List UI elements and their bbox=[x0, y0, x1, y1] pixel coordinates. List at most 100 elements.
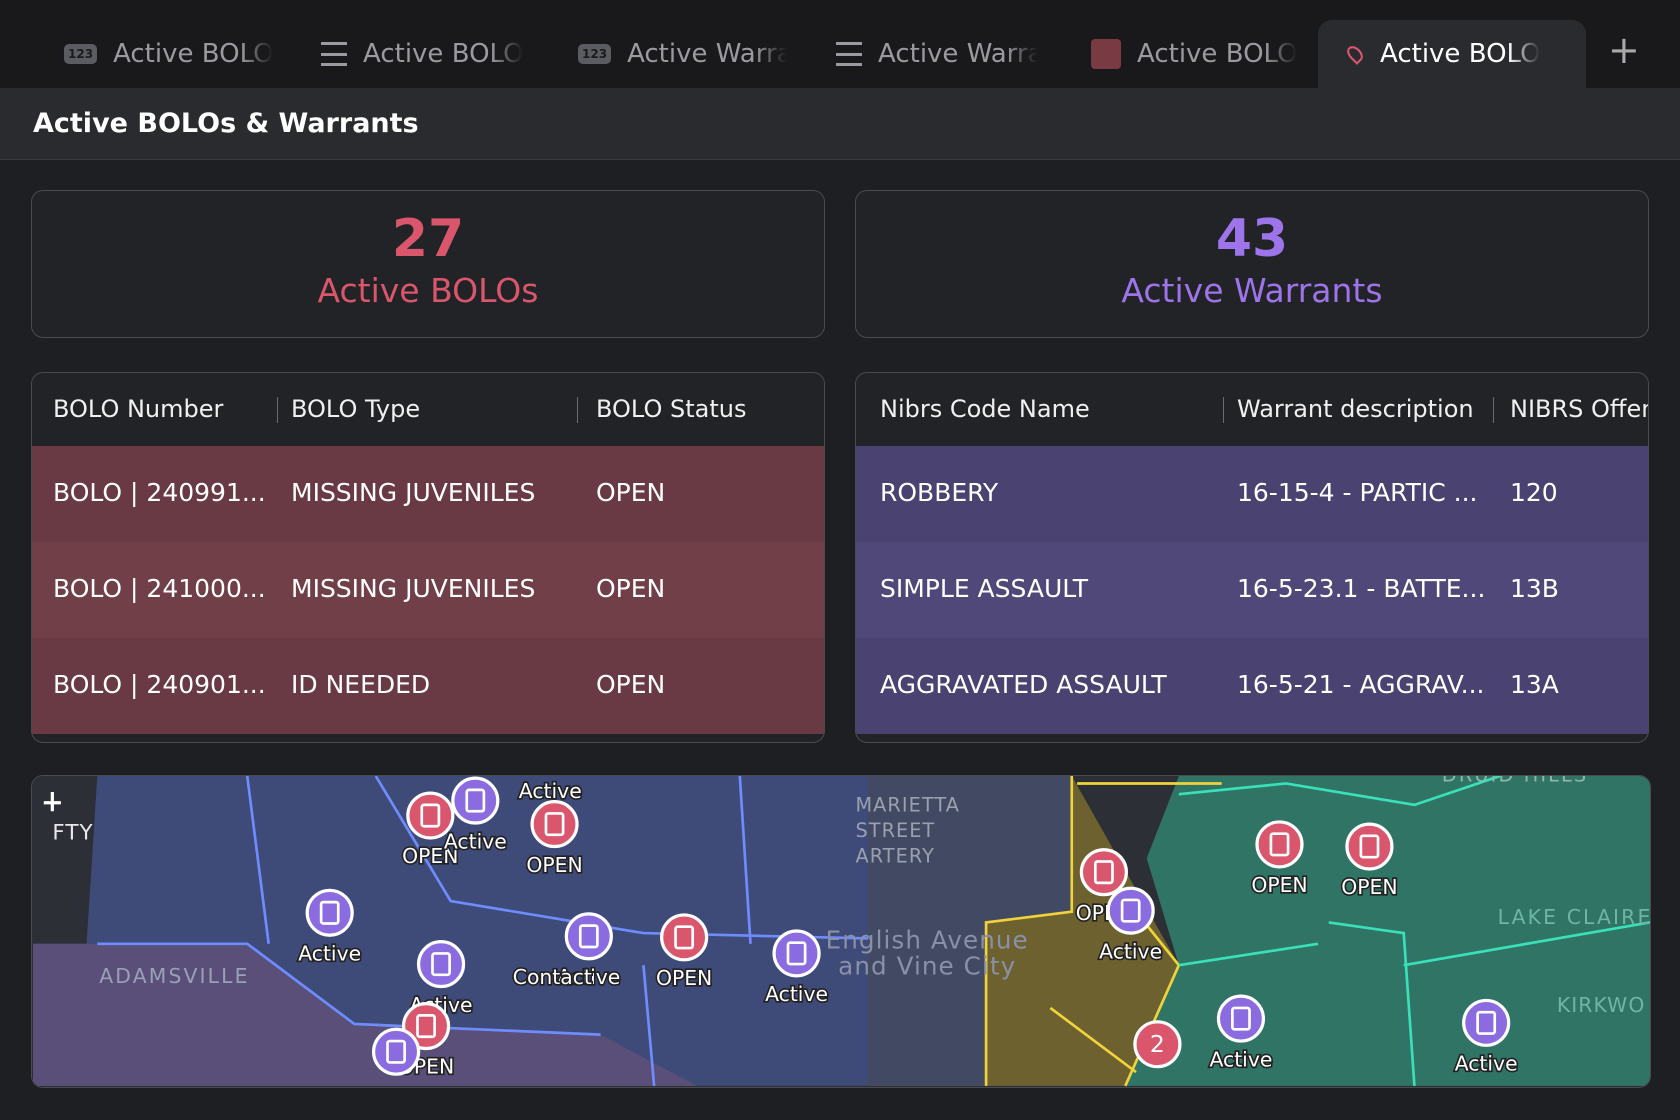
marker-icon bbox=[420, 803, 441, 828]
add-tab-button[interactable]: + bbox=[1608, 28, 1640, 72]
tab-icon bbox=[1091, 39, 1121, 69]
marker-label: Active bbox=[1209, 1047, 1272, 1071]
table-cell: OPEN bbox=[596, 574, 666, 603]
table-cell: 120 bbox=[1510, 478, 1558, 507]
table-row[interactable]: SIMPLE ASSAULT 16-5-23.1 - BATTE... 13B bbox=[856, 542, 1648, 638]
table-row[interactable]: ROBBERY 16-15-4 - PARTIC ... 120 bbox=[856, 446, 1648, 542]
tab-icon bbox=[321, 42, 347, 66]
tab-label: Active Warra bbox=[878, 39, 1038, 69]
column-separator bbox=[1493, 397, 1494, 423]
marker-icon bbox=[1231, 1006, 1251, 1031]
tab-icon bbox=[836, 42, 862, 66]
area-label: and Vine City bbox=[838, 951, 1016, 980]
table-row[interactable]: BOLO | 240901... ID NEEDED OPEN bbox=[32, 638, 824, 734]
column-header: NIBRS Offen bbox=[1510, 395, 1649, 423]
tab-icon: 123 bbox=[578, 44, 612, 64]
tab-label: Active Warra bbox=[627, 39, 788, 69]
header-bar: Active BOLOs & Warrants bbox=[0, 88, 1680, 160]
column-header: BOLO Status bbox=[596, 395, 747, 423]
tab[interactable]: 123 Active BOLO bbox=[64, 20, 273, 88]
marker-icon bbox=[431, 952, 451, 977]
marker-label: OPEN bbox=[656, 966, 712, 990]
marker-label: OPEN bbox=[526, 853, 582, 877]
table-cell: ROBBERY bbox=[880, 478, 999, 507]
table-row[interactable]: BOLO | 240991... MISSING JUVENILES OPEN bbox=[32, 446, 824, 542]
table-row[interactable]: BOLO | 241000... MISSING JUVENILES OPEN bbox=[32, 542, 824, 638]
table-cell: 13B bbox=[1510, 574, 1559, 603]
tab[interactable]: Active BOLO bbox=[1091, 20, 1297, 88]
table-cell: ID NEEDED bbox=[291, 670, 431, 699]
marker-icon bbox=[1120, 898, 1141, 923]
map-canvas: FTY ADAMSVILLE MARIETTA STREET ARTERY English… bbox=[32, 776, 1650, 1087]
area-label: LAKE CLAIRE bbox=[1498, 905, 1650, 929]
marker-label: Active bbox=[444, 829, 507, 853]
column-header: Warrant description bbox=[1237, 395, 1474, 423]
map-marker bbox=[564, 912, 613, 961]
area-label: STREET bbox=[855, 819, 935, 842]
table-cell: 16-5-21 - AGGRAV... bbox=[1237, 670, 1485, 699]
marker-icon bbox=[1269, 832, 1290, 857]
marker-icon bbox=[465, 788, 486, 813]
stat-label: Active Warrants bbox=[1121, 271, 1383, 310]
marker-label: Active bbox=[298, 941, 361, 965]
marker-label: Active bbox=[519, 779, 582, 803]
tab[interactable]: Active BOLO bbox=[321, 20, 523, 88]
map-marker bbox=[660, 913, 709, 962]
column-header: BOLO Type bbox=[291, 395, 421, 423]
column-header: BOLO Number bbox=[53, 395, 224, 423]
region-english-ave bbox=[868, 776, 1072, 1086]
map-marker bbox=[416, 940, 466, 989]
marker-label: OPEN bbox=[1341, 875, 1397, 899]
table-cell: OPEN bbox=[596, 670, 666, 699]
map: FTY ADAMSVILLE MARIETTA STREET ARTERY English… bbox=[31, 775, 1651, 1088]
table-row[interactable]: AGGRAVATED ASSAULT 16-5-21 - AGGRAV... 13A bbox=[856, 638, 1648, 734]
stat-card: 27 Active BOLOs bbox=[31, 190, 825, 338]
tab-icon: 123 bbox=[64, 44, 98, 64]
green-lines bbox=[1178, 776, 1650, 1087]
table-cell: 16-15-4 - PARTIC ... bbox=[1237, 478, 1478, 507]
marker-label: OPEN bbox=[1251, 873, 1307, 897]
tab-label: Active BOLO bbox=[363, 39, 523, 69]
table-cell: SIMPLE ASSAULT bbox=[880, 574, 1089, 603]
map-marker bbox=[1079, 848, 1128, 897]
map-marker bbox=[1255, 820, 1304, 869]
table-cell: MISSING JUVENILES bbox=[291, 478, 536, 507]
marker-icon bbox=[544, 812, 565, 837]
column-separator bbox=[1223, 397, 1224, 423]
table-cell: OPEN bbox=[596, 478, 666, 507]
area-label: FTY bbox=[52, 821, 93, 846]
district-lines bbox=[97, 776, 869, 1087]
tab[interactable]: Active Warra bbox=[836, 20, 1038, 88]
table-header: Nibrs Code Name Warrant description NIBRS … bbox=[856, 373, 1648, 447]
map-marker bbox=[1106, 886, 1155, 935]
column-separator bbox=[577, 397, 578, 423]
map-marker bbox=[530, 800, 579, 849]
marker-icon bbox=[386, 1039, 406, 1064]
map-marker bbox=[406, 791, 455, 840]
table-cell: 16-5-23.1 - BATTE... bbox=[1237, 574, 1486, 603]
area-label: English Avenue bbox=[826, 926, 1029, 955]
tab[interactable]: 123 Active Warra bbox=[578, 20, 787, 88]
airport-icon bbox=[43, 792, 61, 812]
table-cell: 13A bbox=[1510, 670, 1559, 699]
column-header: Nibrs Code Name bbox=[880, 395, 1090, 423]
marker-label: OPEN bbox=[402, 844, 458, 868]
data-table: Nibrs Code Name Warrant description NIBRS … bbox=[855, 372, 1649, 743]
marker-icon bbox=[1476, 1010, 1497, 1035]
area-label: ARTERY bbox=[855, 845, 934, 868]
marker-icon bbox=[578, 924, 599, 949]
map-marker bbox=[1216, 994, 1266, 1043]
marker-icon bbox=[1359, 834, 1380, 859]
tab-bar: 123 Active BOLO Active BOLO 123 Active Warra… bbox=[0, 0, 1680, 89]
region-southwest bbox=[33, 943, 697, 1086]
map-marker bbox=[371, 1027, 421, 1076]
marker-icon bbox=[1093, 860, 1114, 885]
map-marker bbox=[1345, 822, 1394, 871]
tab-icon bbox=[1344, 43, 1366, 65]
cluster-count: 2 bbox=[1150, 1030, 1165, 1058]
page-title: Active BOLOs & Warrants bbox=[33, 108, 419, 139]
tab[interactable]: Active BOLO bbox=[1318, 20, 1586, 88]
map-marker bbox=[451, 776, 500, 825]
map-marker bbox=[1462, 998, 1511, 1047]
